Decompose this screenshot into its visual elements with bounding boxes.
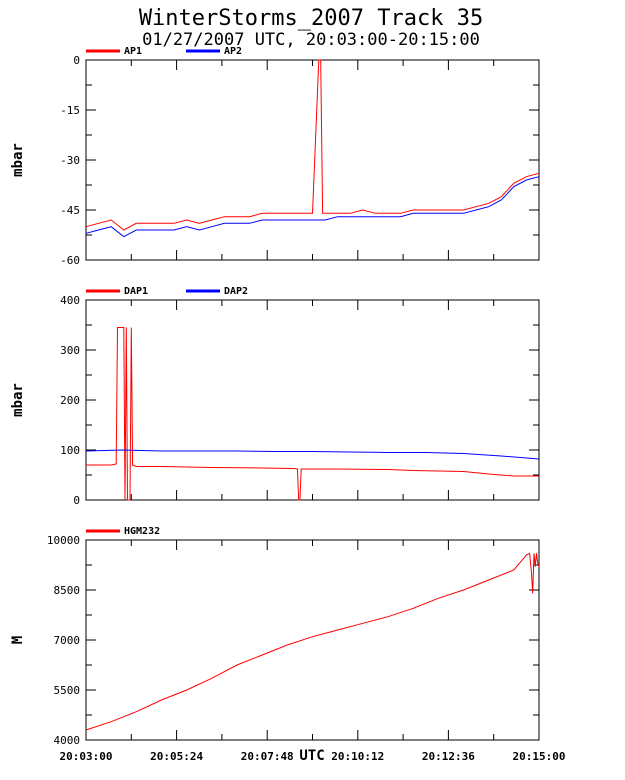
y-tick-label: 10000: [47, 534, 80, 547]
legend-label: DAP1: [124, 286, 148, 297]
y-axis-label: mbar: [10, 383, 26, 417]
series-line-HGM232: [85, 552, 540, 731]
y-tick-label: 8500: [54, 584, 81, 597]
series-line-DAP2: [85, 449, 540, 460]
y-tick-label: -30: [60, 154, 80, 167]
x-tick-label: 20:05:24: [150, 750, 203, 763]
y-tick-label: 200: [60, 394, 80, 407]
y-tick-label: 7000: [54, 634, 81, 647]
plot-frame: [85, 539, 540, 741]
series-line-AP1: [85, 59, 540, 231]
y-tick-label: 0: [73, 494, 80, 507]
chart-panels: 0 -15 -30 -45 -60 mbar AP1 AP2 0 100 200 300 400 mbar…: [10, 46, 565, 763]
series-line-AP2: [85, 176, 540, 238]
x-tick-label: 20:03:00: [60, 750, 113, 763]
legend-label: HGM232: [124, 526, 160, 537]
y-tick-label: 4000: [54, 734, 81, 747]
x-tick-label: 20:07:48: [241, 750, 294, 763]
legend-label: AP1: [124, 46, 142, 57]
figure-title: WinterStorms_2007 Track 35: [139, 6, 483, 31]
legend-label: DAP2: [224, 286, 248, 297]
plot-frame: [85, 299, 540, 501]
y-tick-label: 100: [60, 444, 80, 457]
legend-label: AP2: [224, 46, 242, 57]
x-tick-label: 20:15:00: [513, 750, 566, 763]
chart-panel-1: 0 -15 -30 -45 -60 mbar AP1 AP2: [10, 46, 540, 267]
series-line-DAP1: [86, 327, 539, 501]
y-tick-label: 400: [60, 294, 80, 307]
x-tick-label: 20:10:12: [331, 750, 384, 763]
y-tick-label: -45: [60, 204, 80, 217]
y-tick-label: -15: [60, 104, 80, 117]
x-tick-label: 20:12:36: [422, 750, 475, 763]
y-axis-label: mbar: [10, 143, 26, 177]
y-tick-label: -60: [60, 254, 80, 267]
y-tick-label: 300: [60, 344, 80, 357]
x-axis-label: UTC: [299, 748, 324, 764]
y-tick-label: 0: [73, 54, 80, 67]
chart-panel-3: 4000 5500 7000 8500 10000 M HGM232: [10, 526, 540, 747]
chart-panel-2: 0 100 200 300 400 mbar DAP1 DAP2: [10, 286, 540, 507]
figure-subtitle: 01/27/2007 UTC, 20:03:00-20:15:00: [142, 30, 480, 50]
y-tick-label: 5500: [54, 684, 81, 697]
y-axis-label: M: [10, 636, 26, 644]
